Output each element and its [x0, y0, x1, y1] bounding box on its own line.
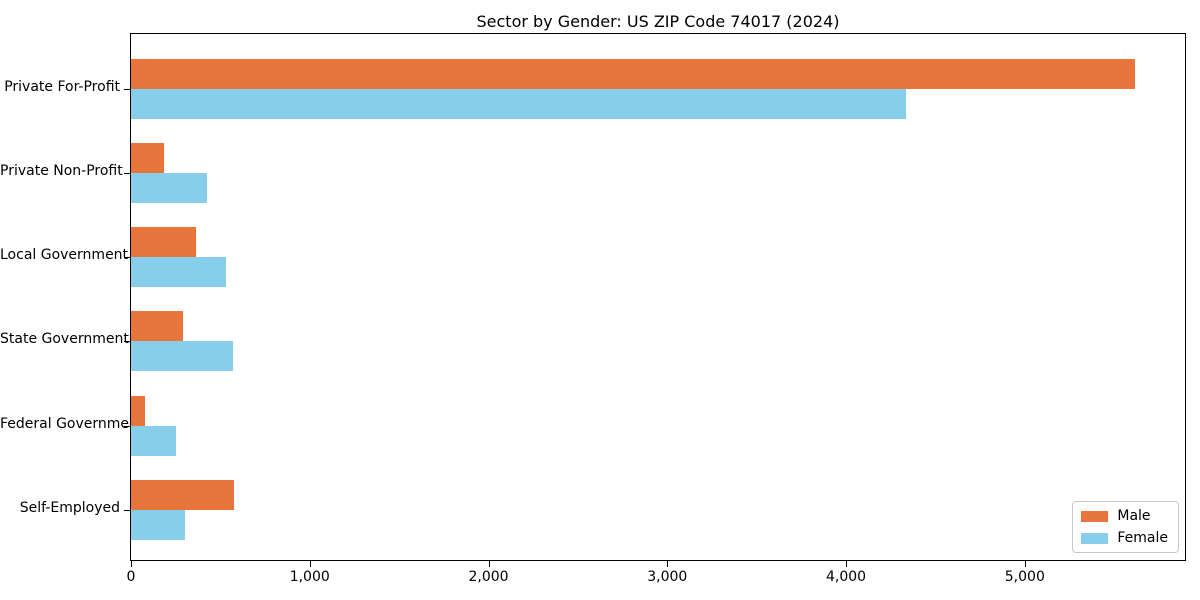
x-tick-mark [846, 561, 848, 567]
y-axis-label: Private Non-Profit [0, 163, 123, 180]
y-axis-label: Federal Government [0, 415, 144, 432]
legend-swatch [1081, 532, 1109, 544]
bar-male [131, 227, 196, 258]
y-axis-label: Local Government [0, 247, 129, 264]
y-tick-mark [124, 173, 130, 175]
legend-label: Female [1117, 530, 1168, 546]
bar-female [131, 173, 207, 204]
y-axis-label: Self-Employed [19, 499, 120, 516]
x-tick-mark [667, 561, 669, 567]
legend-item: Female [1081, 530, 1168, 546]
y-axis-label: Private For-Profit [4, 79, 120, 95]
y-tick-mark [124, 89, 130, 90]
bar-female [131, 425, 176, 456]
legend-item: Male [1081, 508, 1168, 524]
legend: Male Female [1072, 501, 1179, 553]
bar-female [131, 341, 233, 372]
bar-female [131, 89, 906, 119]
x-tick-mark [1024, 561, 1026, 567]
legend-label: Male [1117, 508, 1151, 524]
bar-male [131, 311, 184, 342]
bar-female [131, 257, 226, 288]
x-axis-label: 4,000 [826, 569, 867, 585]
x-axis-label: 1,000 [289, 569, 330, 585]
x-tick-mark [309, 561, 311, 567]
x-axis-label: 3,000 [647, 569, 688, 585]
x-tick-mark [131, 561, 132, 567]
bar-female [131, 509, 185, 540]
y-tick-mark [124, 425, 130, 427]
bar-male [131, 479, 234, 510]
y-tick-mark [124, 341, 130, 343]
bar-male [131, 59, 1135, 89]
y-tick-mark [124, 509, 130, 511]
x-tick-mark [488, 561, 490, 567]
bar-male [131, 143, 164, 174]
legend-swatch [1081, 510, 1109, 522]
x-axis-label: 0 [126, 569, 136, 585]
bar-male [131, 395, 145, 426]
y-axis-label: State Government [0, 331, 129, 348]
chart-title: Sector by Gender: US ZIP Code 74017 (202… [476, 12, 840, 31]
x-axis-label: 5,000 [1004, 569, 1045, 585]
x-axis-label: 2,000 [468, 569, 509, 585]
y-tick-mark [124, 257, 130, 259]
plot-area: 0 1,000 2,000 3,000 4,000 5,000 Male Female [124, 33, 1186, 585]
